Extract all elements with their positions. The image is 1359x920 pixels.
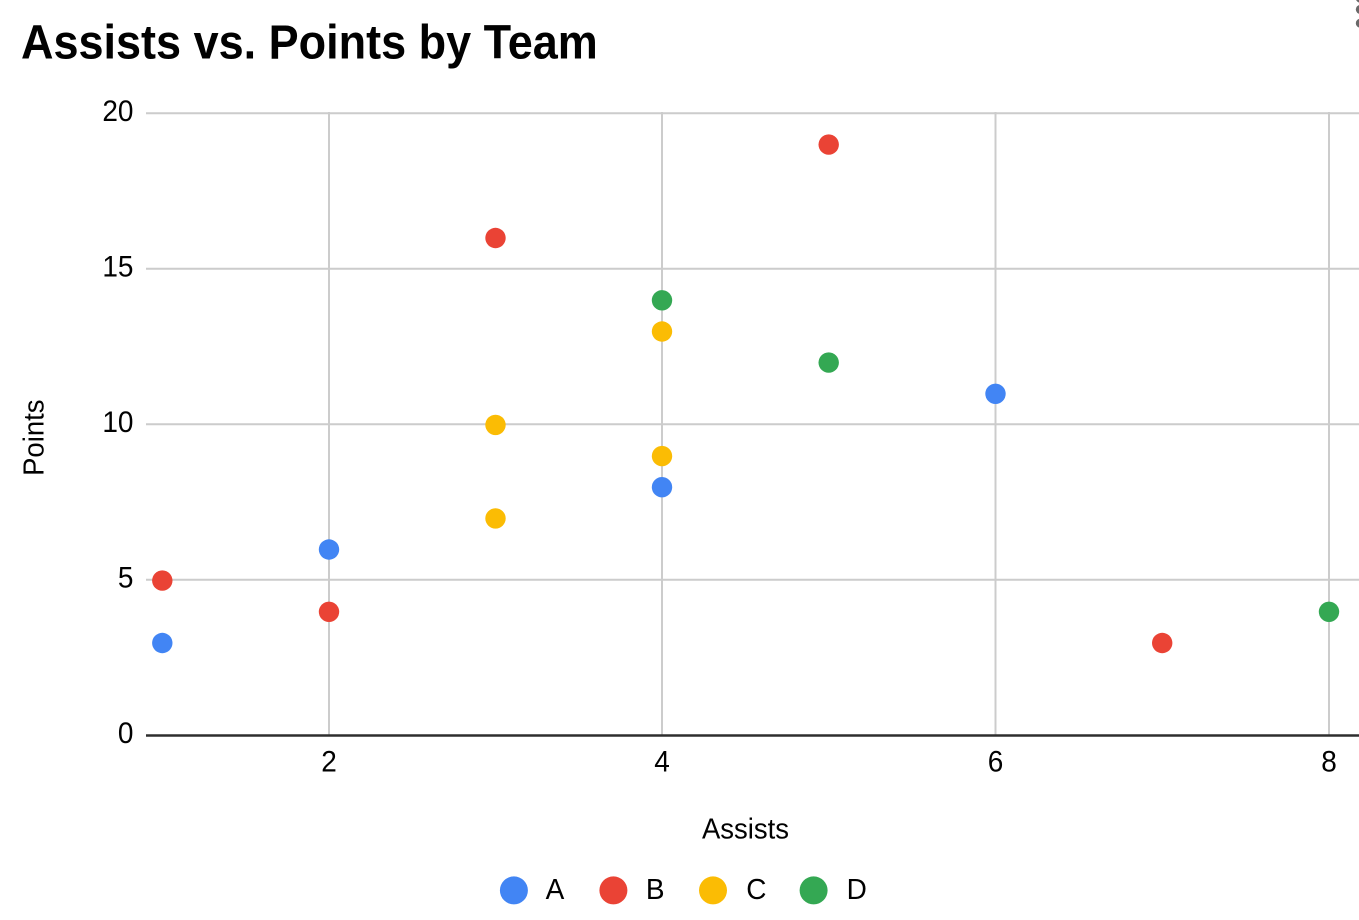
svg-text:D: D xyxy=(847,874,867,906)
svg-text:20: 20 xyxy=(102,95,133,128)
svg-text:8: 8 xyxy=(1321,746,1337,779)
svg-text:10: 10 xyxy=(102,406,133,439)
svg-text:0: 0 xyxy=(118,717,134,750)
svg-text:Points: Points xyxy=(18,399,49,475)
svg-text:Assists vs. Points by Team: Assists vs. Points by Team xyxy=(21,15,598,69)
svg-text:B: B xyxy=(646,874,665,906)
svg-text:C: C xyxy=(746,874,766,906)
svg-text:4: 4 xyxy=(654,746,670,779)
svg-text:Assists: Assists xyxy=(702,813,789,844)
svg-text:5: 5 xyxy=(118,562,134,595)
svg-text:15: 15 xyxy=(102,251,133,284)
svg-text:2: 2 xyxy=(321,746,337,779)
svg-text:6: 6 xyxy=(988,746,1004,779)
svg-text:A: A xyxy=(546,874,565,906)
